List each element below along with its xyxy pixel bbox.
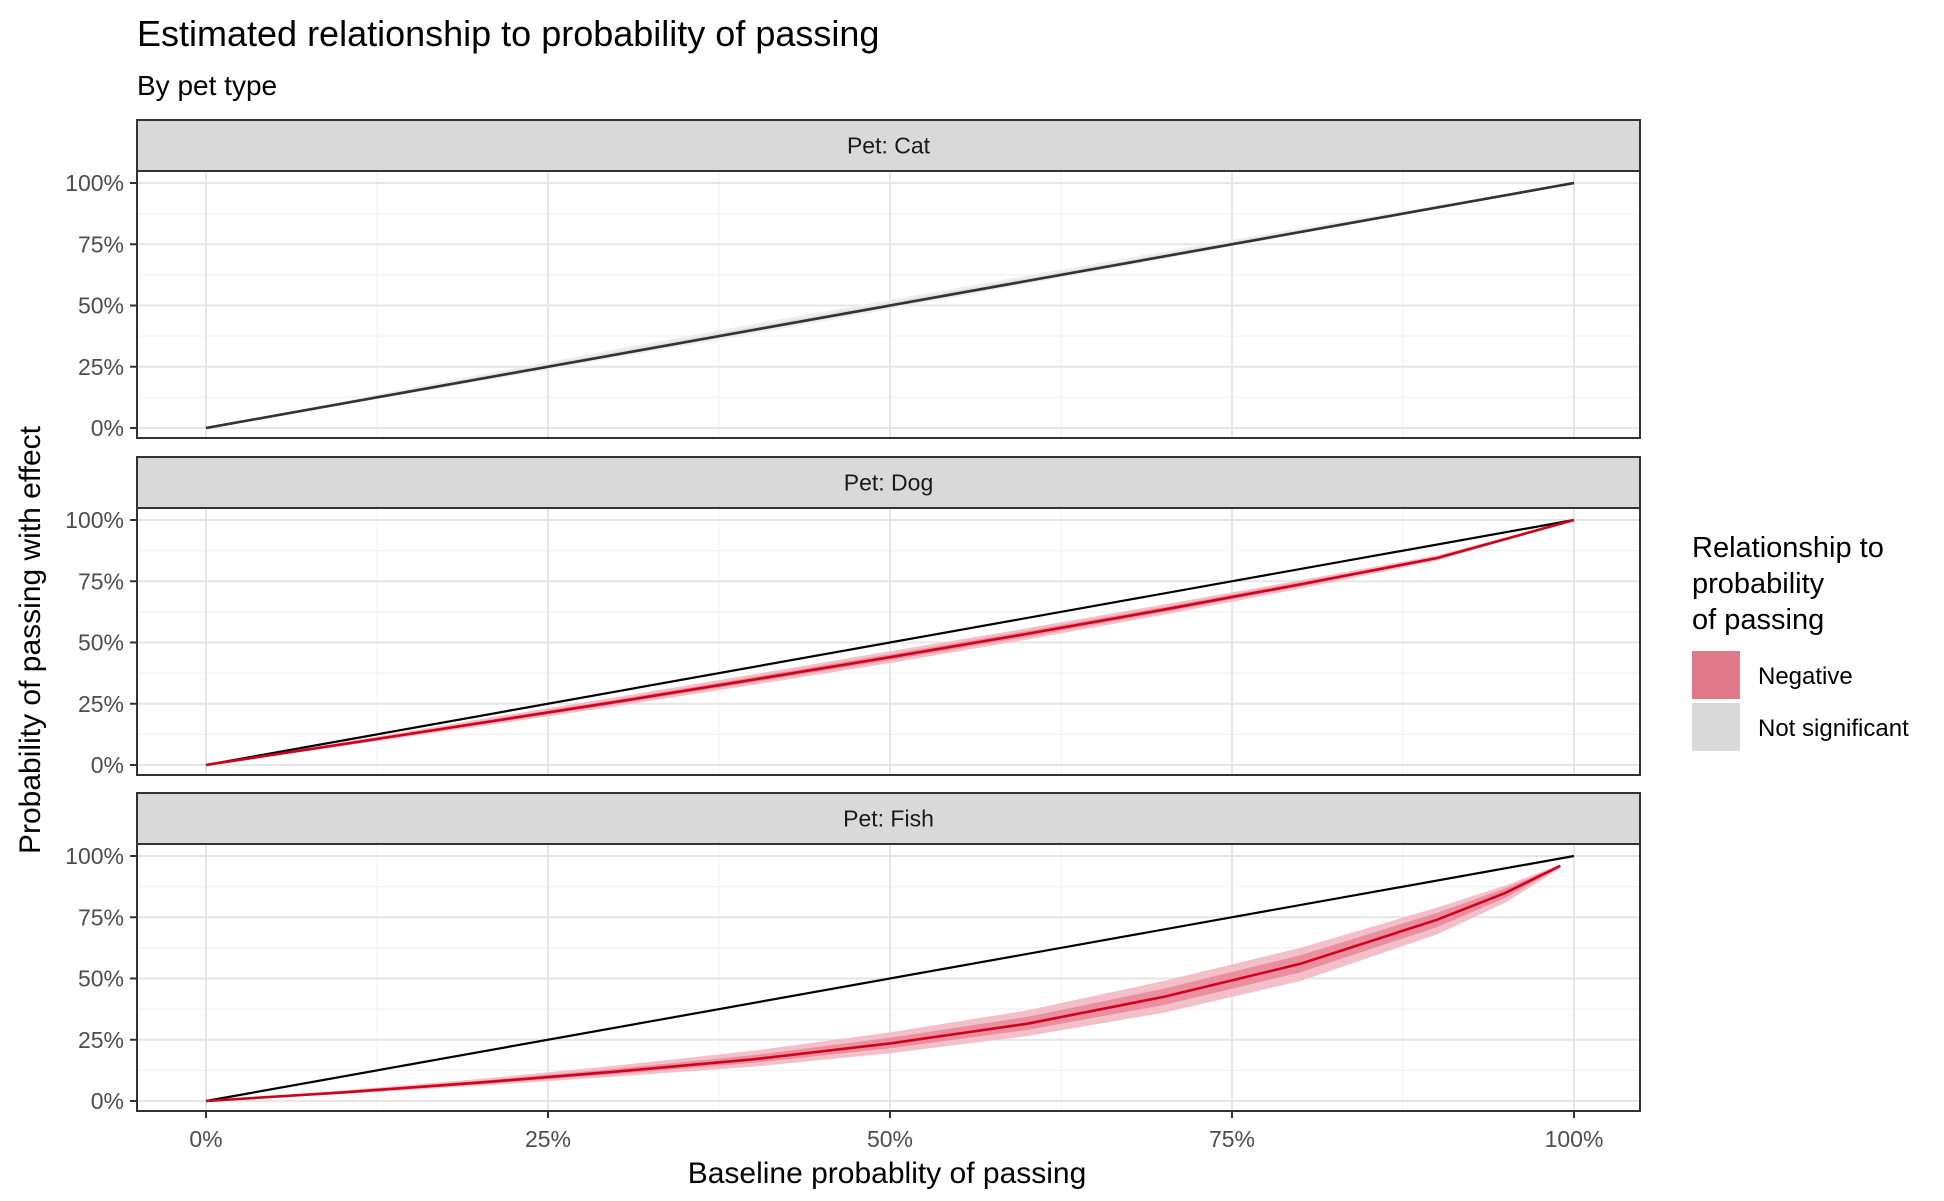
- estimate-line: [205, 518, 1575, 767]
- legend-item-label: Not significant: [1758, 715, 1909, 742]
- facet-strip-label: Pet: Cat: [847, 133, 931, 159]
- facet-strip: [136, 792, 1641, 845]
- x-axis: 0% 25% 50% 75% 100%: [189, 1111, 1603, 1152]
- uncertainty-band-outer: [206, 864, 1561, 1101]
- x-tick-label: 50%: [867, 1126, 913, 1152]
- legend-title-line: of passing: [1692, 604, 1824, 636]
- y-tick-label: 0%: [91, 1088, 124, 1114]
- x-axis-title: Baseline probablity of passing: [688, 1157, 1087, 1190]
- y-tick-label: 100%: [65, 507, 124, 533]
- facet-strip: [136, 119, 1641, 172]
- y-tick-label: 50%: [78, 966, 124, 992]
- y-tick-label: 0%: [91, 752, 124, 778]
- y-tick-label: 100%: [65, 170, 124, 196]
- facet-panel: Pet: Dog 0% 25% 50% 75% 100%: [65, 456, 1641, 778]
- y-tick-label: 100%: [65, 843, 124, 869]
- y-tick-label: 25%: [78, 1027, 124, 1053]
- y-tick-label: 0%: [91, 415, 124, 441]
- chart-subtitle: By pet type: [137, 70, 277, 101]
- estimate-line: [205, 864, 1561, 1103]
- y-tick-label: 75%: [78, 568, 124, 594]
- x-tick-label: 0%: [189, 1126, 222, 1152]
- y-tick-label: 50%: [78, 630, 124, 656]
- y-axis-title: Probability of passing with effect: [14, 425, 47, 854]
- identity-line: [205, 854, 1575, 1103]
- y-tick-label: 75%: [78, 231, 124, 257]
- legend-key-swatch: [1692, 703, 1740, 751]
- legend-title-line: Relationship to: [1692, 532, 1884, 564]
- legend: Relationship to probability of passing Nega…: [1692, 532, 1909, 751]
- legend-item-label: Negative: [1758, 663, 1853, 690]
- x-tick-label: 25%: [525, 1126, 571, 1152]
- x-tick-label: 75%: [1209, 1126, 1255, 1152]
- facet-strip-label: Pet: Dog: [844, 470, 934, 496]
- y-tick-label: 25%: [78, 691, 124, 717]
- facet-strip-label: Pet: Fish: [843, 806, 934, 832]
- legend-key-swatch: [1692, 651, 1740, 699]
- estimate-line: [205, 181, 1575, 430]
- legend-title-line: probability: [1692, 568, 1825, 600]
- facet-strip: [136, 456, 1641, 509]
- chart-title: Estimated relationship to probability of…: [137, 13, 879, 54]
- facet-panels: Pet: Cat 0% 25% 50% 75% 100% Pet: Dog 0% 25% 50% 7…: [65, 119, 1641, 1114]
- facet-panel: Pet: Cat 0% 25% 50% 75% 100%: [65, 119, 1641, 441]
- identity-line: [205, 518, 1575, 767]
- x-tick-label: 100%: [1545, 1126, 1604, 1152]
- facet-panel: Pet: Fish 0% 25% 50% 75% 100%: [65, 792, 1641, 1114]
- y-tick-label: 50%: [78, 293, 124, 319]
- y-tick-label: 25%: [78, 354, 124, 380]
- y-tick-label: 75%: [78, 904, 124, 930]
